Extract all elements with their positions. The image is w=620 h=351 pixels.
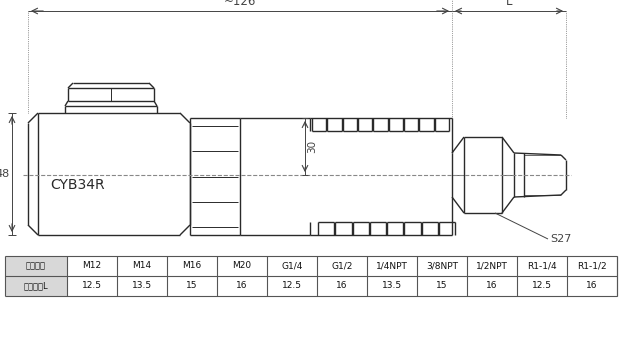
Text: M20: M20 (232, 261, 252, 271)
Text: R1-1/2: R1-1/2 (577, 261, 607, 271)
Text: 16: 16 (587, 282, 598, 291)
Text: 1/2NPT: 1/2NPT (476, 261, 508, 271)
Text: G1/4: G1/4 (281, 261, 303, 271)
Text: M16: M16 (182, 261, 202, 271)
Text: S27: S27 (550, 234, 572, 244)
Text: G1/2: G1/2 (331, 261, 353, 271)
Text: R1-1/4: R1-1/4 (527, 261, 557, 271)
Text: 12.5: 12.5 (82, 282, 102, 291)
Text: 1/4NPT: 1/4NPT (376, 261, 408, 271)
Text: 48: 48 (0, 169, 10, 179)
Text: 16: 16 (336, 282, 348, 291)
Text: L: L (506, 0, 512, 8)
Text: 16: 16 (236, 282, 248, 291)
Text: 15: 15 (186, 282, 198, 291)
Text: 13.5: 13.5 (132, 282, 152, 291)
Bar (5, 256, 67, 296)
Text: 16: 16 (486, 282, 498, 291)
Text: 12.5: 12.5 (282, 282, 302, 291)
Text: 13.5: 13.5 (382, 282, 402, 291)
Text: M12: M12 (82, 261, 102, 271)
Text: CYB34R: CYB34R (50, 178, 105, 192)
Text: 30: 30 (307, 140, 317, 153)
Text: ~126: ~126 (224, 0, 256, 8)
Text: M14: M14 (133, 261, 151, 271)
Text: 12.5: 12.5 (532, 282, 552, 291)
Text: 螺纹规格: 螺纹规格 (26, 261, 46, 271)
Text: 15: 15 (436, 282, 448, 291)
Text: 螺纹长度L: 螺纹长度L (24, 282, 48, 291)
Text: 3/8NPT: 3/8NPT (426, 261, 458, 271)
